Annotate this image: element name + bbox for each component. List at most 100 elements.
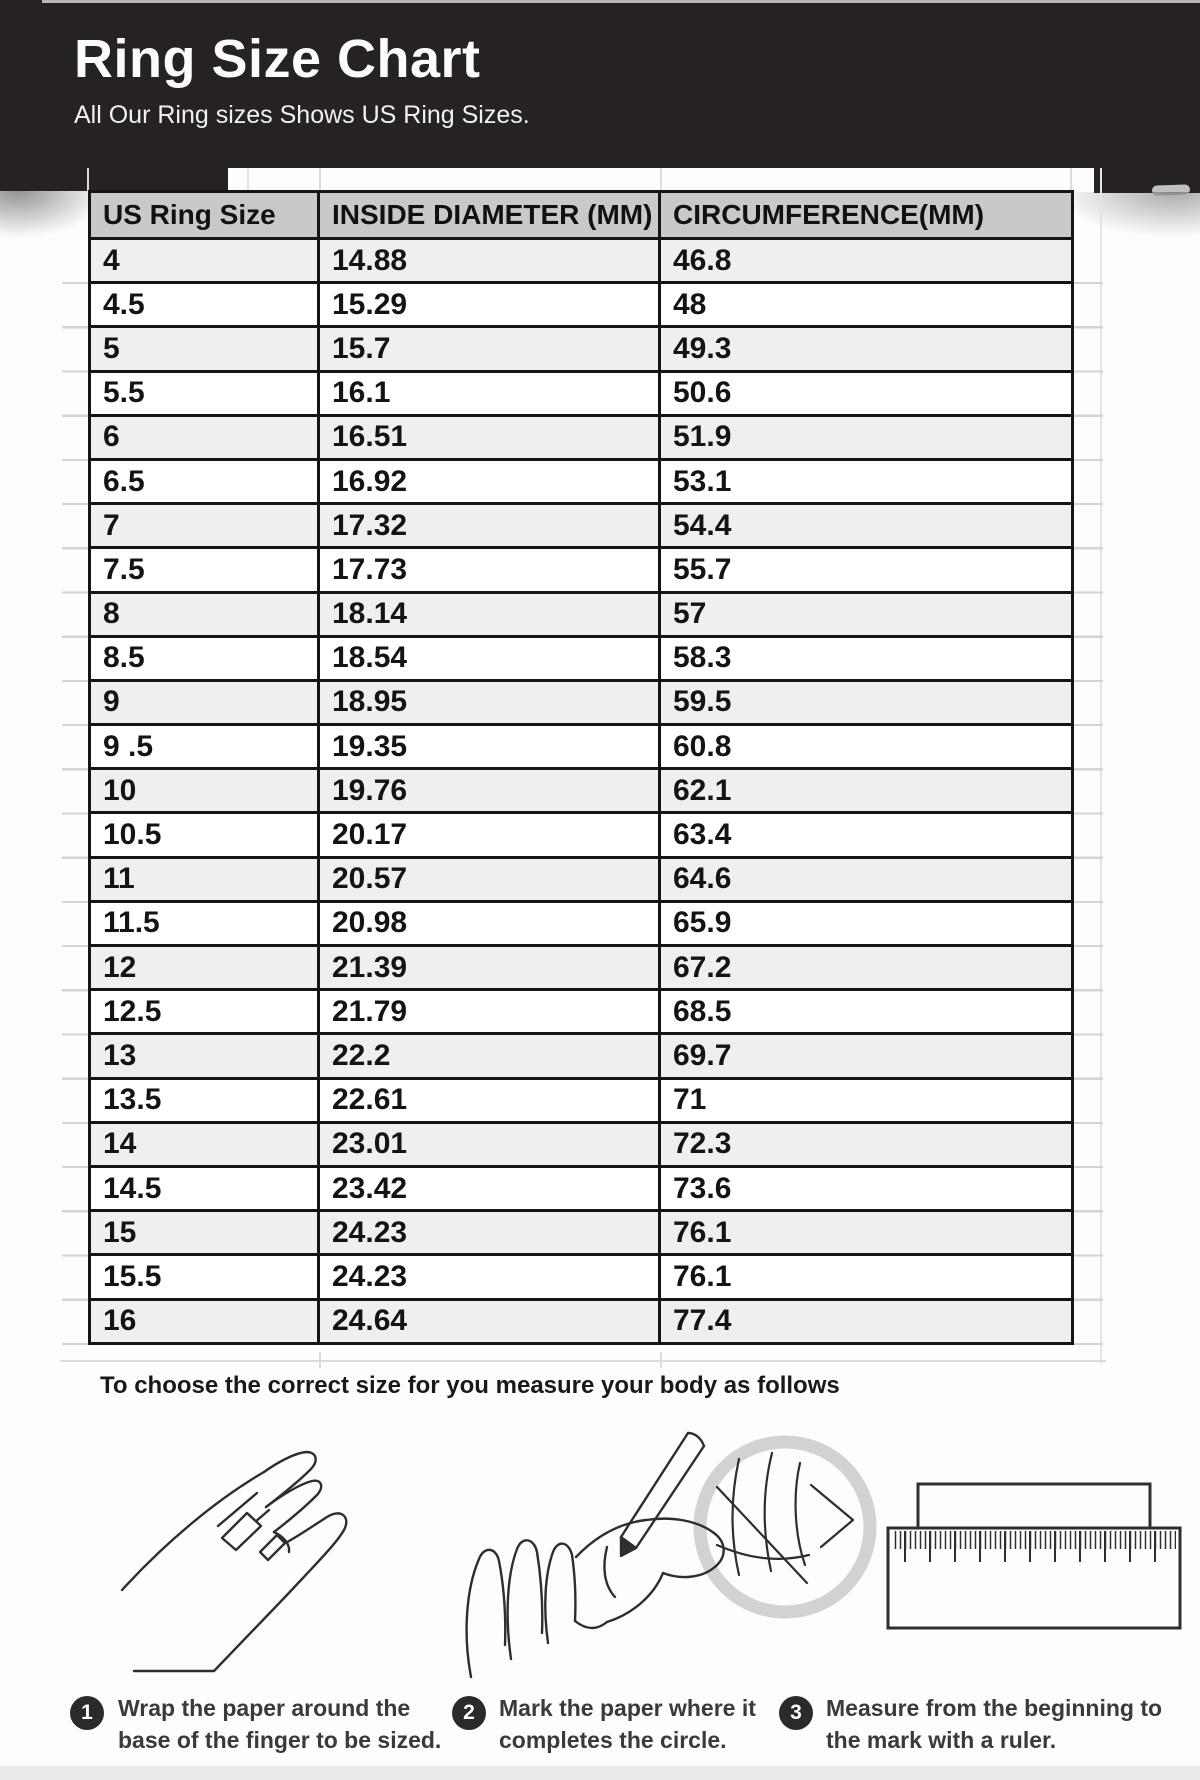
- page-title: Ring Size Chart: [74, 29, 481, 89]
- header-banner: Ring Size Chart All Our Ring sizes Shows…: [0, 0, 1200, 168]
- table-row: 6.5 16.92 53.1: [88, 457, 1074, 506]
- table-cell: 49.3: [658, 325, 1074, 373]
- table-cell: 18.14: [317, 590, 661, 638]
- table-cell: 24.23: [317, 1209, 661, 1257]
- table-cell: 10: [88, 767, 320, 815]
- table-row: 10.5 20.17 63.4: [88, 811, 1074, 859]
- table-row: 10 19.76 62.1: [88, 767, 1074, 815]
- table-row: 12.5 21.79 68.5: [88, 988, 1074, 1036]
- table-cell: 13.5: [88, 1076, 320, 1124]
- table-cell: 16: [88, 1297, 320, 1345]
- ring-size-table: US Ring Size INSIDE DIAMETER (MM) CIRCUM…: [88, 190, 1074, 1345]
- table-cell: 19.76: [317, 767, 661, 815]
- table-row: 11.5 20.98 65.9: [88, 899, 1074, 948]
- gridline: [60, 1360, 1106, 1362]
- table-cell: 11.5: [88, 899, 320, 948]
- table-row: 14.5 23.42 73.6: [88, 1164, 1074, 1213]
- table-cell: 23.01: [317, 1120, 661, 1168]
- table-row: 16 24.64 77.4: [88, 1297, 1074, 1345]
- table-cell: 59.5: [658, 678, 1074, 727]
- table-cell: 13: [88, 1032, 320, 1080]
- table-cell: 53.1: [658, 457, 1074, 506]
- table-cell: 23.42: [317, 1164, 661, 1213]
- table-cell: 8: [88, 590, 320, 638]
- step-1-text: Wrap the paper around the base of the fi…: [118, 1695, 442, 1753]
- table-row: 13.5 22.61 71: [88, 1076, 1074, 1124]
- table-row: 9 18.95 59.5: [88, 678, 1074, 727]
- table-cell: 17.73: [317, 546, 661, 594]
- table-cell: 16.51: [317, 413, 661, 461]
- step-2-badge: 2: [452, 1696, 486, 1730]
- table-cell: 6: [88, 413, 320, 461]
- table-cell: 60.8: [658, 723, 1074, 771]
- table-cell: 9: [88, 678, 320, 727]
- banner-top-edge: [42, 0, 1200, 3]
- table-cell: 12: [88, 943, 320, 992]
- table-row: 9 .5 19.35 60.8: [88, 723, 1074, 771]
- table-row: 7.5 17.73 55.7: [88, 546, 1074, 594]
- table-cell: 19.35: [317, 723, 661, 771]
- step-2-number: 2: [463, 1701, 475, 1724]
- magnifier-ring: [693, 1435, 877, 1619]
- step-1-number: 1: [81, 1701, 93, 1724]
- table-cell: 67.2: [658, 943, 1074, 992]
- table-cell: 8.5: [88, 634, 320, 682]
- gridline: [247, 168, 249, 191]
- table-cell: 14.5: [88, 1164, 320, 1213]
- table-cell: 63.4: [658, 811, 1074, 859]
- table-row: 7 17.32 54.4: [88, 502, 1074, 550]
- hand-mark-pencil-illustration: [465, 1431, 877, 1679]
- gridline: [1070, 168, 1072, 191]
- table-header-row: US Ring Size INSIDE DIAMETER (MM) CIRCUM…: [88, 190, 1074, 240]
- table-cell: 22.2: [317, 1032, 661, 1080]
- table-row: 12 21.39 67.2: [88, 943, 1074, 992]
- table-body: 4 14.88 46.8 4.5 15.29 48 5 15.7 49.3 5.5 16.1 50.6…: [88, 236, 1074, 1345]
- table-cell: 77.4: [658, 1297, 1074, 1345]
- table-cell: 71: [658, 1076, 1074, 1124]
- gridline: [319, 168, 321, 191]
- table-cell: 15: [88, 1209, 320, 1257]
- step-3-number: 3: [790, 1701, 802, 1724]
- table-cell: 51.9: [658, 413, 1074, 461]
- paper-strip: [916, 1482, 1152, 1532]
- hand-wrap-paper-illustration: [120, 1450, 348, 1673]
- table-cell: 50.6: [658, 369, 1074, 417]
- table-cell: 76.1: [658, 1253, 1074, 1301]
- table-cell: 20.98: [317, 899, 661, 948]
- table-cell: 18.54: [317, 634, 661, 682]
- table-cell: 14.88: [317, 236, 661, 285]
- table-cell: 72.3: [658, 1120, 1074, 1168]
- table-row: 5 15.7 49.3: [88, 325, 1074, 373]
- page-subtitle: All Our Ring sizes Shows US Ring Sizes.: [74, 101, 530, 129]
- table-cell: 54.4: [658, 502, 1074, 550]
- table-row: 11 20.57 64.6: [88, 855, 1074, 903]
- table-cell: 12.5: [88, 988, 320, 1036]
- table-row: 4 14.88 46.8: [88, 236, 1074, 285]
- step-1-badge: 1: [70, 1696, 104, 1730]
- table-cell: 18.95: [317, 678, 661, 727]
- table-row: 8 18.14 57: [88, 590, 1074, 638]
- table-cell: 55.7: [658, 546, 1074, 594]
- table-row: 6 16.51 51.9: [88, 413, 1074, 461]
- table-cell: 58.3: [658, 634, 1074, 682]
- table-cell: 20.17: [317, 811, 661, 859]
- table-cell: 7: [88, 502, 320, 550]
- table-cell: 16.92: [317, 457, 661, 506]
- table-row: 13 22.2 69.7: [88, 1032, 1074, 1080]
- table-cell: 57: [658, 590, 1074, 638]
- banner-torn-edge-left: [0, 167, 228, 191]
- table-cell: 46.8: [658, 236, 1074, 285]
- table-cell: 73.6: [658, 1164, 1074, 1213]
- table-cell: 4: [88, 236, 320, 285]
- table-cell: 11: [88, 855, 320, 903]
- row-gridline-ticks-right: [1073, 240, 1103, 1346]
- table-cell: 24.64: [317, 1297, 661, 1345]
- table-cell: 76.1: [658, 1209, 1074, 1257]
- ruler-measure-illustration: [886, 1482, 1182, 1630]
- table-cell: 48: [658, 281, 1074, 329]
- table-cell: 15.7: [317, 325, 661, 373]
- table-cell: 21.39: [317, 943, 661, 992]
- table-row: 14 23.01 72.3: [88, 1120, 1074, 1168]
- column-header-inside-diameter: INSIDE DIAMETER (MM): [317, 190, 661, 240]
